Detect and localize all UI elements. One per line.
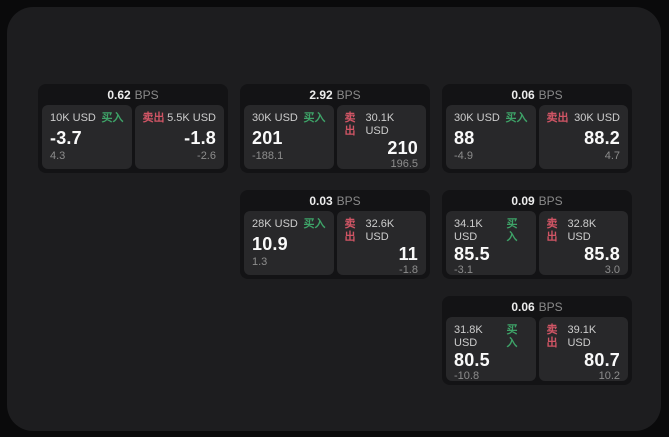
buy-volume: 31.8K USD: [454, 324, 483, 349]
buy-price: 10.9: [252, 233, 288, 254]
bps-unit: BPS: [538, 299, 563, 314]
quote-panels: 30K USD 买入 88 -4.9 卖出 30K USD 88.2 4.7: [446, 105, 628, 169]
bps-header: 0.03 BPS: [244, 190, 426, 211]
bps-header: 0.06 BPS: [446, 84, 628, 105]
sell-panel[interactable]: 卖出 5.5K USD -1.8 -2.6: [134, 105, 224, 169]
bps-value: 2.92: [309, 87, 333, 102]
buy-sub-value: -4.9: [454, 150, 473, 162]
buy-price: 85.5: [454, 244, 490, 264]
buy-price: 88: [454, 127, 475, 148]
quote-panels: 28K USD 买入 10.9 1.3 卖出 32.6K USD 11 -1.8: [244, 211, 426, 276]
bps-value: 0.09: [511, 193, 535, 208]
buy-panel[interactable]: 31.8K USD 买入 80.5 -10.8: [446, 317, 536, 382]
sell-tag: 卖出: [142, 112, 165, 124]
buy-panel[interactable]: 28K USD 买入 10.9 1.3: [244, 211, 334, 275]
quote-card: 2.92 BPS 30K USD 买入 201 -188.1 卖出 30.1K …: [240, 84, 430, 173]
sell-panel[interactable]: 卖出 39.1K USD 80.7 10.2: [538, 317, 628, 382]
buy-panel[interactable]: 30K USD 买入 88 -4.9: [446, 105, 536, 169]
buy-tag: 买入: [303, 218, 326, 230]
sell-sub-value: 10.2: [598, 370, 620, 382]
quote-card: 0.06 BPS 30K USD 买入 88 -4.9 卖出 30K USD: [442, 84, 632, 173]
sell-tag: 卖出: [546, 324, 558, 349]
buy-tag: 买入: [506, 324, 518, 349]
bps-unit: BPS: [336, 87, 361, 102]
buy-price: 201: [252, 127, 283, 148]
bps-header: 0.62 BPS: [42, 84, 224, 105]
sell-tag: 卖出: [546, 218, 558, 243]
sell-volume: 30.1K USD: [365, 112, 395, 137]
sell-volume: 32.6K USD: [365, 218, 395, 243]
quote-card: 0.03 BPS 28K USD 买入 10.9 1.3 卖出 32.6K US…: [240, 190, 430, 279]
sell-sub-value: 196.5: [390, 158, 418, 170]
quote-card: 0.09 BPS 34.1K USD 买入 85.5 -3.1 卖出 32.8K…: [442, 190, 632, 279]
buy-sub-value: -3.1: [454, 264, 473, 276]
sell-volume: 30K USD: [574, 112, 620, 124]
bps-header: 2.92 BPS: [244, 84, 426, 105]
sell-price: 11: [398, 244, 418, 264]
bps-value: 0.62: [107, 87, 131, 102]
buy-volume: 34.1K USD: [454, 218, 483, 243]
sell-tag: 卖出: [344, 112, 356, 137]
quote-card: 0.06 BPS 31.8K USD 买入 80.5 -10.8 卖出 39.1…: [442, 296, 632, 385]
buy-panel[interactable]: 34.1K USD 买入 85.5 -3.1: [446, 211, 536, 276]
sell-panel[interactable]: 卖出 32.6K USD 11 -1.8: [336, 211, 426, 276]
sell-panel[interactable]: 卖出 32.8K USD 85.8 3.0: [538, 211, 628, 276]
buy-tag: 买入: [303, 112, 326, 124]
buy-volume: 28K USD: [252, 218, 298, 230]
sell-price: -1.8: [184, 127, 216, 148]
sell-sub-value: -1.8: [399, 264, 418, 276]
sell-price: 210: [387, 138, 418, 158]
buy-tag: 买入: [101, 112, 124, 124]
buy-sub-value: 4.3: [50, 150, 66, 162]
sell-price: 85.8: [584, 244, 620, 264]
buy-volume: 30K USD: [252, 112, 298, 124]
quote-card: 0.62 BPS 10K USD 买入 -3.7 4.3 卖出 5.5K USD: [38, 84, 228, 173]
quote-grid: 0.62 BPS 10K USD 买入 -3.7 4.3 卖出 5.5K USD: [38, 84, 632, 385]
bps-value: 0.06: [511, 87, 535, 102]
sell-sub-value: 3.0: [604, 264, 620, 276]
bps-unit: BPS: [538, 87, 563, 102]
sell-tag: 卖出: [344, 218, 356, 243]
bps-header: 0.06 BPS: [446, 296, 628, 317]
sell-panel[interactable]: 卖出 30.1K USD 210 196.5: [336, 105, 426, 170]
bps-unit: BPS: [538, 193, 563, 208]
buy-price: -3.7: [50, 127, 82, 148]
buy-sub-value: -10.8: [454, 370, 480, 382]
bps-unit: BPS: [336, 193, 361, 208]
sell-volume: 32.8K USD: [567, 218, 597, 243]
buy-panel[interactable]: 10K USD 买入 -3.7 4.3: [42, 105, 132, 169]
buy-price: 80.5: [454, 350, 490, 370]
bps-value: 0.03: [309, 193, 333, 208]
buy-tag: 买入: [505, 112, 528, 124]
buy-panel[interactable]: 30K USD 买入 201 -188.1: [244, 105, 334, 169]
quote-panels: 34.1K USD 买入 85.5 -3.1 卖出 32.8K USD 85.8…: [446, 211, 628, 276]
buy-sub-value: -188.1: [252, 150, 284, 162]
bps-value: 0.06: [511, 299, 535, 314]
sell-price: 80.7: [584, 350, 620, 370]
quote-panels: 31.8K USD 买入 80.5 -10.8 卖出 39.1K USD 80.…: [446, 317, 628, 382]
sell-volume: 39.1K USD: [567, 324, 597, 349]
bps-unit: BPS: [134, 87, 159, 102]
quote-panels: 10K USD 买入 -3.7 4.3 卖出 5.5K USD -1.8 -2.…: [42, 105, 224, 169]
sell-sub-value: -2.6: [197, 150, 216, 162]
sell-price: 88.2: [584, 127, 620, 148]
buy-volume: 10K USD: [50, 112, 96, 124]
app-panel: 0.62 BPS 10K USD 买入 -3.7 4.3 卖出 5.5K USD: [7, 7, 661, 431]
sell-volume: 5.5K USD: [167, 112, 216, 124]
sell-panel[interactable]: 卖出 30K USD 88.2 4.7: [538, 105, 628, 169]
sell-tag: 卖出: [546, 112, 569, 124]
sell-sub-value: 4.7: [604, 150, 620, 162]
buy-volume: 30K USD: [454, 112, 500, 124]
quote-panels: 30K USD 买入 201 -188.1 卖出 30.1K USD 210 1…: [244, 105, 426, 170]
buy-sub-value: 1.3: [252, 256, 268, 268]
bps-header: 0.09 BPS: [446, 190, 628, 211]
buy-tag: 买入: [506, 218, 518, 243]
